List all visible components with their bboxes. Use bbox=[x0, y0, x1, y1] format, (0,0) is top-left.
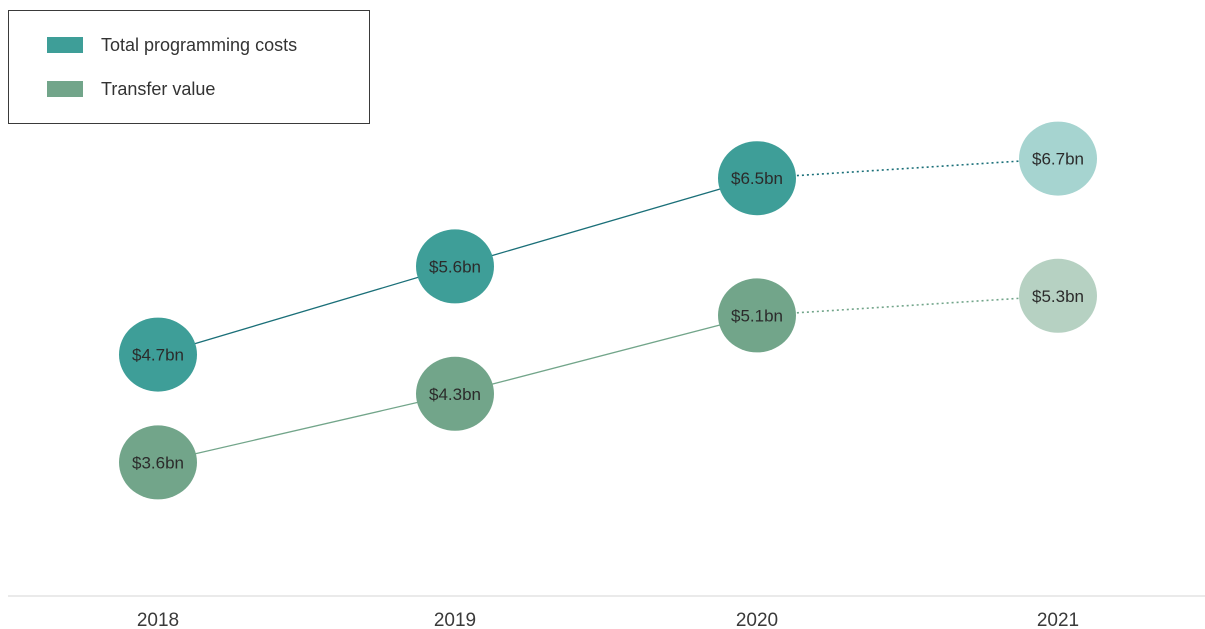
series-line-transfer-value-1 bbox=[454, 314, 758, 395]
legend-swatch-total-programming-costs bbox=[47, 37, 83, 53]
legend-item-total-programming-costs: Total programming costs bbox=[47, 33, 297, 57]
series-line-transfer-value-0 bbox=[157, 393, 456, 464]
x-tick-label-2018: 2018 bbox=[137, 610, 179, 629]
legend-label-total-programming-costs: Total programming costs bbox=[101, 34, 298, 55]
data-point-total-programming-costs-2020: $6.5bn bbox=[718, 141, 796, 216]
series-line-transfer-value-2 bbox=[756, 295, 1059, 317]
data-label-total-programming-costs-2019: $5.6bn bbox=[429, 257, 481, 276]
series-line-total-programming-costs-0 bbox=[157, 265, 456, 356]
data-point-total-programming-costs-2019: $5.6bn bbox=[416, 229, 494, 304]
data-point-transfer-value-2021: $5.3bn bbox=[1019, 258, 1097, 333]
data-label-transfer-value-2018: $3.6bn bbox=[132, 453, 184, 472]
x-tick-label-2020: 2020 bbox=[736, 610, 778, 629]
bubble-total-programming-costs-2021 bbox=[1019, 121, 1097, 196]
data-label-total-programming-costs-2020: $6.5bn bbox=[731, 169, 783, 188]
x-axis-ticks: 2018 2019 2020 2021 bbox=[137, 610, 1079, 629]
data-label-transfer-value-2019: $4.3bn bbox=[429, 385, 481, 404]
series-bubbles: $4.7bn $5.6bn $6.5bn $6.7bn $3.6bn $4.3bn $5.1… bbox=[119, 121, 1097, 500]
bubble-transfer-value-2019 bbox=[416, 356, 494, 431]
data-label-total-programming-costs-2021: $6.7bn bbox=[1032, 150, 1084, 169]
bubble-total-programming-costs-2020 bbox=[718, 141, 796, 216]
series-lines bbox=[157, 157, 1059, 464]
data-point-transfer-value-2019: $4.3bn bbox=[416, 356, 494, 431]
bubble-transfer-value-2020 bbox=[718, 278, 796, 353]
x-tick-label-2019: 2019 bbox=[434, 610, 476, 629]
series-line-total-programming-costs-2 bbox=[756, 157, 1059, 179]
legend: Total programming costs Transfer value bbox=[8, 10, 370, 124]
data-point-total-programming-costs-2018: $4.7bn bbox=[119, 317, 197, 392]
data-point-total-programming-costs-2021: $6.7bn bbox=[1019, 121, 1097, 196]
data-label-transfer-value-2020: $5.1bn bbox=[731, 306, 783, 325]
data-point-transfer-value-2020: $5.1bn bbox=[718, 278, 796, 353]
bubble-total-programming-costs-2019 bbox=[416, 229, 494, 304]
legend-item-transfer-value: Transfer value bbox=[47, 77, 215, 101]
bubble-transfer-value-2018 bbox=[119, 425, 197, 500]
data-label-transfer-value-2021: $5.3bn bbox=[1032, 287, 1084, 306]
legend-label-transfer-value: Transfer value bbox=[101, 78, 216, 99]
series-line-total-programming-costs-1 bbox=[454, 177, 758, 268]
legend-swatch-transfer-value bbox=[47, 81, 83, 97]
bubble-total-programming-costs-2018 bbox=[119, 317, 197, 392]
bubble-transfer-value-2021 bbox=[1019, 258, 1097, 333]
data-point-transfer-value-2018: $3.6bn bbox=[119, 425, 197, 500]
data-label-total-programming-costs-2018: $4.7bn bbox=[132, 346, 184, 365]
x-tick-label-2021: 2021 bbox=[1037, 610, 1079, 629]
